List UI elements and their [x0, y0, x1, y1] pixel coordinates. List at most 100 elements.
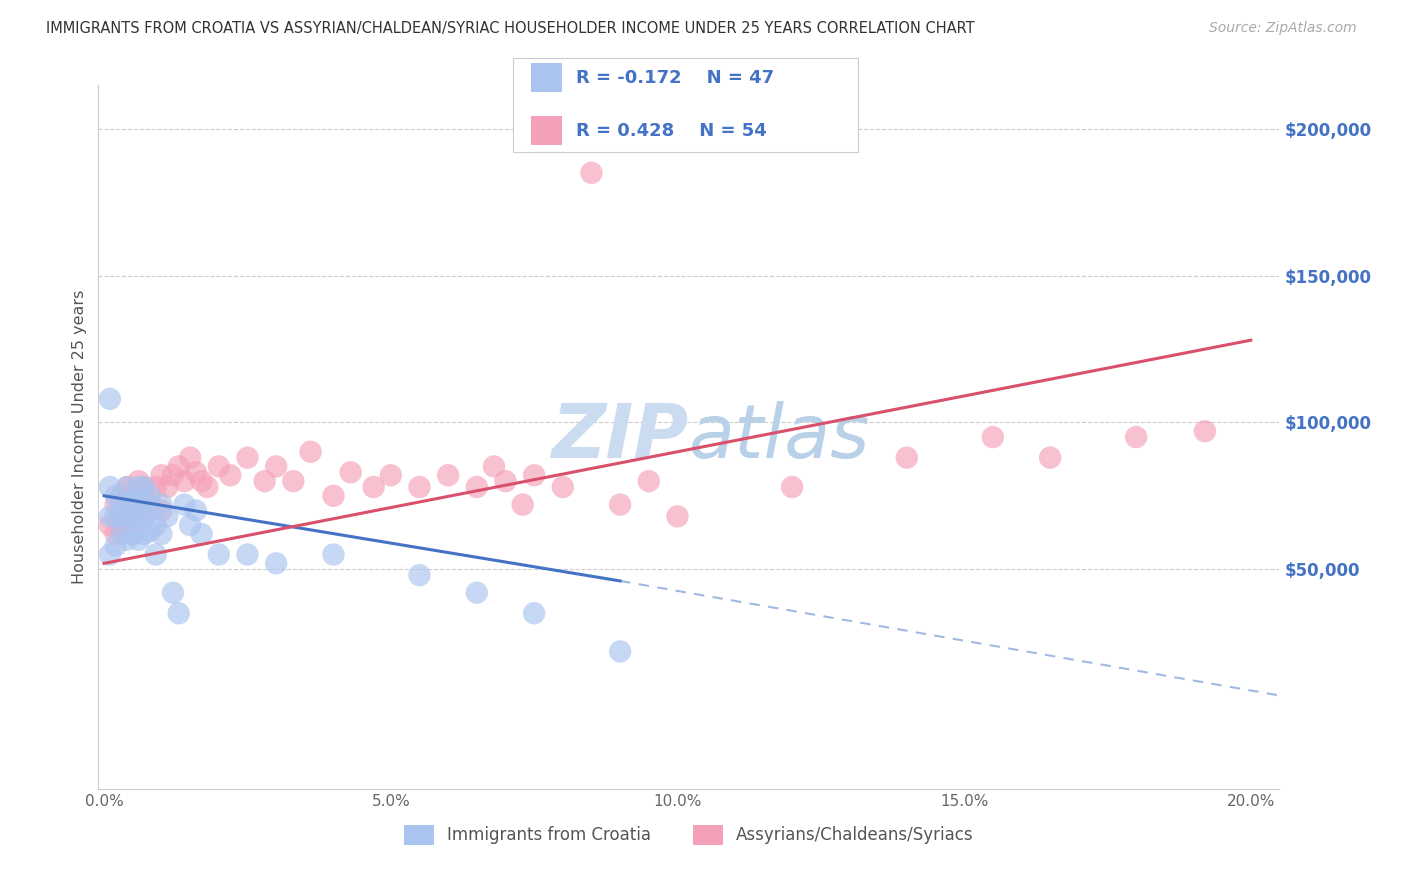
Point [98, 548, 121, 562]
Point [437, 468, 460, 483]
Point [184, 466, 207, 480]
Point [145, 480, 167, 494]
Text: Source: ZipAtlas.com: Source: ZipAtlas.com [1209, 21, 1357, 36]
Point [581, 166, 603, 180]
Point [110, 518, 132, 533]
Point [98, 509, 121, 524]
Text: R = 0.428    N = 54: R = 0.428 N = 54 [576, 121, 768, 139]
Point [121, 509, 143, 524]
Point [219, 468, 242, 483]
Point [121, 527, 143, 541]
Point [150, 498, 173, 512]
Point [98, 518, 121, 533]
Point [283, 474, 305, 488]
Point [482, 459, 505, 474]
Text: atlas: atlas [689, 401, 870, 473]
Point [150, 527, 173, 541]
Point [512, 498, 534, 512]
Point [253, 474, 276, 488]
Text: ZIP: ZIP [551, 401, 689, 474]
Point [98, 392, 121, 406]
Point [110, 509, 132, 524]
Point [128, 509, 150, 524]
Point [264, 459, 287, 474]
Point [110, 494, 132, 508]
Point [609, 498, 631, 512]
Point [173, 498, 195, 512]
Point [128, 533, 150, 547]
Point [167, 607, 190, 621]
Point [408, 480, 430, 494]
Point [495, 474, 517, 488]
Point [115, 498, 138, 512]
Point [523, 468, 546, 483]
Point [208, 548, 231, 562]
Point [156, 509, 179, 524]
Point [322, 548, 344, 562]
Point [363, 480, 385, 494]
Point [121, 494, 143, 508]
Point [128, 503, 150, 517]
Point [115, 509, 138, 524]
Point [208, 459, 231, 474]
Point [190, 527, 212, 541]
Point [104, 498, 127, 512]
Point [299, 444, 322, 458]
Point [98, 480, 121, 494]
Point [139, 503, 162, 517]
Point [780, 480, 803, 494]
Point [134, 509, 156, 524]
Point [408, 568, 430, 582]
Point [139, 494, 162, 508]
Point [179, 450, 201, 465]
Point [236, 450, 259, 465]
Point [380, 468, 402, 483]
Point [236, 548, 259, 562]
Point [551, 480, 574, 494]
Point [609, 644, 631, 658]
Point [128, 480, 150, 494]
Point [134, 494, 156, 508]
Point [115, 480, 138, 494]
Point [264, 557, 287, 571]
Point [896, 450, 918, 465]
Point [115, 480, 138, 494]
Point [465, 585, 488, 599]
Point [167, 459, 190, 474]
Point [134, 480, 156, 494]
Point [104, 539, 127, 553]
Point [981, 430, 1004, 444]
Point [145, 548, 167, 562]
Point [128, 494, 150, 508]
Point [195, 480, 218, 494]
Point [666, 509, 689, 524]
Point [139, 524, 162, 538]
Point [1125, 430, 1147, 444]
Point [115, 509, 138, 524]
Point [339, 466, 361, 480]
Point [190, 474, 212, 488]
Point [128, 474, 150, 488]
Point [110, 489, 132, 503]
Y-axis label: Householder Income Under 25 years: Householder Income Under 25 years [72, 290, 87, 584]
Point [637, 474, 659, 488]
Point [134, 527, 156, 541]
Point [145, 518, 167, 533]
Point [104, 509, 127, 524]
Point [156, 480, 179, 494]
Point [162, 468, 184, 483]
Point [1194, 424, 1216, 438]
Point [322, 489, 344, 503]
Point [150, 503, 173, 517]
Point [121, 527, 143, 541]
Legend: Immigrants from Croatia, Assyrians/Chaldeans/Syriacs: Immigrants from Croatia, Assyrians/Chald… [398, 818, 980, 852]
Point [162, 585, 184, 599]
Point [184, 503, 207, 517]
Point [1039, 450, 1062, 465]
Point [121, 494, 143, 508]
Point [134, 480, 156, 494]
Text: R = -0.172    N = 47: R = -0.172 N = 47 [576, 69, 775, 87]
Point [115, 533, 138, 547]
Point [150, 468, 173, 483]
Point [134, 509, 156, 524]
